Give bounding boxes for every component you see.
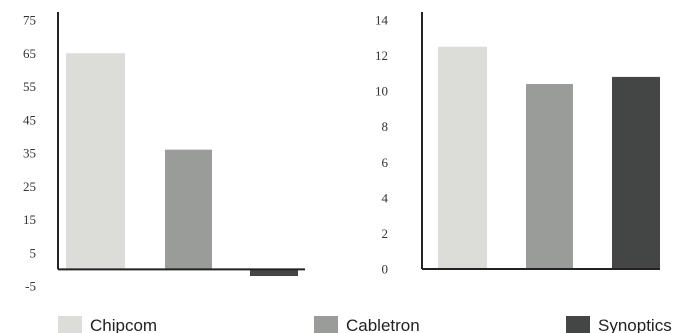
bar-right-chipcom <box>438 46 487 269</box>
bar-right-synoptics <box>612 76 660 270</box>
legend-swatch-chipcom <box>58 316 82 333</box>
y-tick-label-right-7: 0 <box>382 262 389 277</box>
bar-left-chipcom <box>66 53 125 270</box>
bar-right-cabletron <box>526 84 573 270</box>
y-tick-label-right-1: 12 <box>375 48 388 63</box>
y-tick-label-left-5: 25 <box>23 179 36 194</box>
chart-left: 75 65 55 45 35 25 15 5 -5 <box>23 12 305 294</box>
legend-swatch-cabletron <box>314 316 338 333</box>
y-tick-label-left-7: 5 <box>30 245 37 260</box>
chart-right: 14 12 10 8 6 4 2 0 <box>375 12 660 277</box>
bar-left-cabletron <box>165 149 212 270</box>
y-tick-label-left-8: -5 <box>25 279 36 294</box>
y-tick-label-left-3: 45 <box>23 112 36 127</box>
legend-swatch-synoptics <box>566 316 590 333</box>
y-tick-label-right-2: 10 <box>375 84 388 99</box>
y-tick-label-right-6: 2 <box>382 226 389 241</box>
legend-label-cabletron: Cabletron <box>346 316 420 333</box>
y-tick-label-right-5: 4 <box>382 190 389 205</box>
y-tick-label-right-3: 8 <box>382 119 389 134</box>
y-tick-label-left-0: 75 <box>23 13 36 28</box>
y-tick-label-left-1: 65 <box>23 46 36 61</box>
legend-label-chipcom: Chipcom <box>90 316 157 333</box>
y-tick-label-right-4: 6 <box>382 155 389 170</box>
legend: Chipcom Cabletron Synoptics <box>58 316 672 333</box>
y-tick-label-left-4: 35 <box>23 146 36 161</box>
y-tick-label-right-0: 14 <box>375 13 389 28</box>
y-tick-label-left-6: 15 <box>23 212 36 227</box>
y-tick-label-left-2: 55 <box>23 79 36 94</box>
bar-left-synoptics <box>250 269 298 277</box>
legend-label-synoptics: Synoptics <box>598 316 672 333</box>
